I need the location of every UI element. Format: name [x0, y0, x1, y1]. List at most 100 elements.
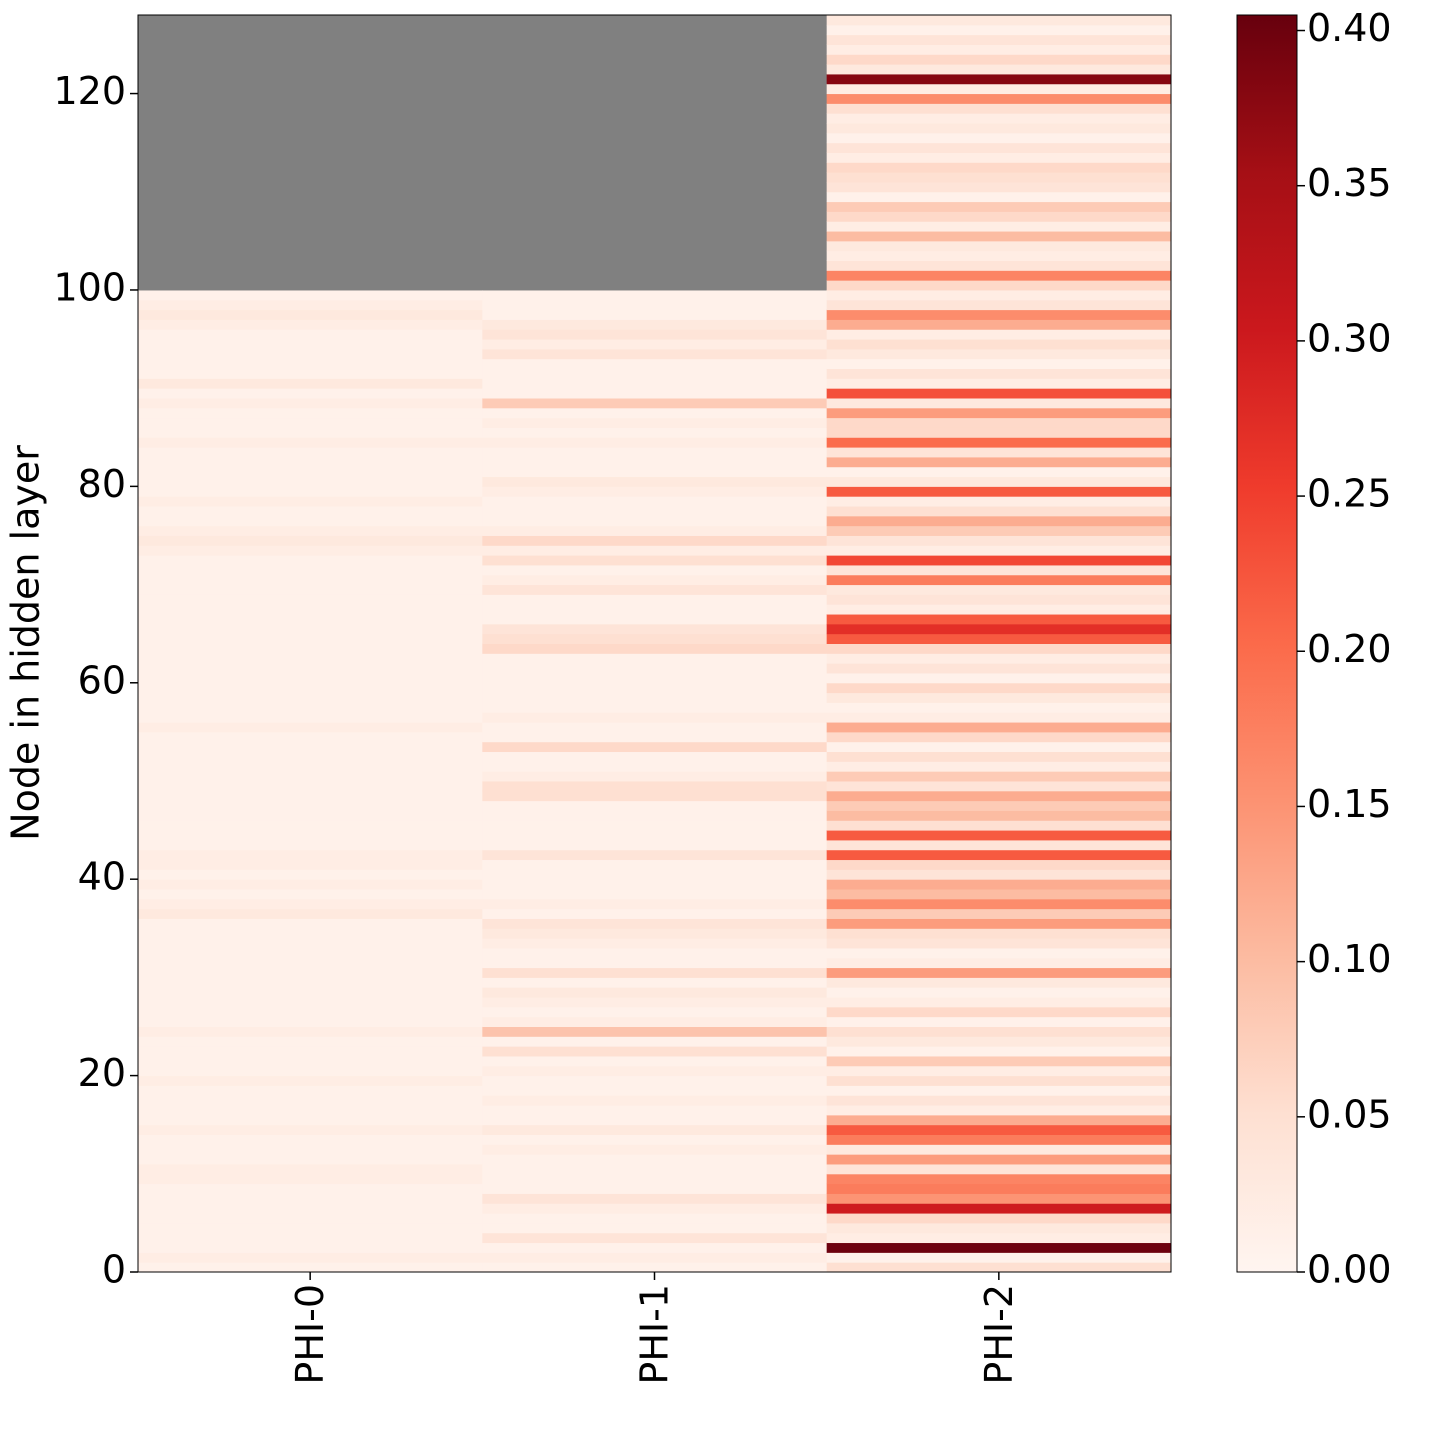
heatmap-cell — [482, 427, 828, 438]
heatmap-cell — [482, 1095, 828, 1106]
heatmap-cell — [826, 672, 1172, 684]
colorbar-tick-label: 0.35 — [1307, 161, 1392, 205]
missing-cell — [482, 152, 828, 163]
heatmap-cell — [482, 751, 828, 762]
missing-cell — [482, 132, 828, 144]
heatmap-cell — [826, 73, 1172, 85]
heatmap-cell — [826, 211, 1172, 222]
missing-cell — [482, 260, 828, 271]
heatmap-cell — [138, 1262, 483, 1273]
heatmap-cell — [482, 525, 828, 536]
missing-cell — [482, 142, 828, 153]
heatmap-cell — [482, 535, 828, 546]
heatmap-cell — [138, 908, 483, 919]
missing-cell — [138, 123, 483, 134]
heatmap-cell — [826, 329, 1172, 340]
heatmap-cell — [482, 977, 828, 988]
heatmap-cell — [826, 839, 1172, 851]
missing-cell — [138, 15, 483, 26]
heatmap-cell — [138, 741, 483, 753]
missing-cell — [482, 15, 828, 26]
heatmap-cell — [482, 918, 828, 929]
heatmap-cell — [482, 1065, 828, 1077]
y-tick-label: 40 — [78, 855, 126, 899]
heatmap-cell — [826, 1095, 1172, 1106]
heatmap-cell — [482, 1232, 828, 1244]
heatmap-cell — [482, 839, 828, 851]
heatmap-cell — [826, 1193, 1172, 1204]
colorbar-tick-label: 0.30 — [1307, 316, 1392, 360]
heatmap-cell — [826, 928, 1172, 939]
heatmap-cell — [138, 1065, 483, 1077]
heatmap-cell — [826, 289, 1172, 301]
heatmap-cell — [826, 1055, 1172, 1067]
heatmap-cell — [482, 967, 828, 978]
heatmap-cell — [826, 34, 1172, 45]
heatmap-cell — [138, 1173, 483, 1185]
heatmap-cell — [138, 928, 483, 939]
missing-cell — [482, 231, 828, 242]
missing-cell — [138, 211, 483, 222]
heatmap-cell — [826, 1262, 1172, 1273]
heatmap-cell — [138, 525, 483, 536]
heatmap-cell — [826, 54, 1172, 65]
heatmap-cell — [826, 456, 1172, 468]
heatmap-cell — [826, 368, 1172, 379]
heatmap-cell — [482, 1105, 828, 1116]
heatmap-cell — [138, 633, 483, 644]
heatmap-cell — [826, 1252, 1172, 1263]
heatmap-cell — [826, 810, 1172, 821]
heatmap-cell — [826, 574, 1172, 586]
heatmap-cell — [138, 780, 483, 792]
heatmap-cell — [482, 722, 828, 733]
heatmap-cell — [826, 967, 1172, 978]
heatmap-cell — [826, 1183, 1172, 1194]
heatmap-cell — [826, 1232, 1172, 1244]
missing-cell — [138, 240, 483, 252]
heatmap-cell — [138, 476, 483, 487]
heatmap-cell — [826, 957, 1172, 969]
heatmap-cell — [138, 1026, 483, 1037]
heatmap-cell — [138, 466, 483, 478]
missing-cell — [482, 211, 828, 222]
heatmap-cell — [482, 947, 828, 959]
y-axis-label: Node in hidden layer — [4, 445, 48, 841]
y-tick-label: 60 — [78, 658, 126, 702]
heatmap-cell — [826, 1065, 1172, 1077]
missing-cell — [138, 24, 483, 36]
heatmap-cell — [826, 525, 1172, 536]
missing-cell — [482, 93, 828, 104]
heatmap-cell — [482, 869, 828, 880]
heatmap-cell — [138, 1252, 483, 1263]
heatmap-cell — [826, 682, 1172, 694]
heatmap-cell — [826, 1222, 1172, 1234]
heatmap-cell — [138, 329, 483, 340]
heatmap-cell — [826, 123, 1172, 134]
heatmap-cell — [138, 496, 483, 507]
heatmap-cell — [826, 761, 1172, 772]
heatmap-cell — [826, 417, 1172, 428]
heatmap-cell — [138, 1163, 483, 1175]
heatmap-cell — [826, 564, 1172, 576]
heatmap-cell — [138, 388, 483, 399]
missing-cell — [482, 113, 828, 124]
heatmap-cell — [482, 397, 828, 409]
heatmap-cell — [826, 938, 1172, 949]
heatmap-cell — [482, 1114, 828, 1126]
heatmap-cell — [482, 476, 828, 487]
heatmap-cell — [482, 1193, 828, 1204]
heatmap-cell — [138, 1232, 483, 1244]
heatmap-cell — [138, 417, 483, 428]
missing-cell — [138, 142, 483, 153]
heatmap-cell — [482, 692, 828, 703]
heatmap-cell — [826, 584, 1172, 595]
heatmap-cell — [138, 397, 483, 409]
y-tick-label: 0 — [102, 1248, 126, 1292]
missing-cell — [482, 221, 828, 232]
heatmap-cell — [138, 1213, 483, 1224]
heatmap-cell — [826, 771, 1172, 782]
heatmap-cell — [138, 1055, 483, 1067]
heatmap-cell — [138, 997, 483, 1008]
heatmap-cell — [826, 555, 1172, 566]
heatmap-cell — [826, 270, 1172, 281]
